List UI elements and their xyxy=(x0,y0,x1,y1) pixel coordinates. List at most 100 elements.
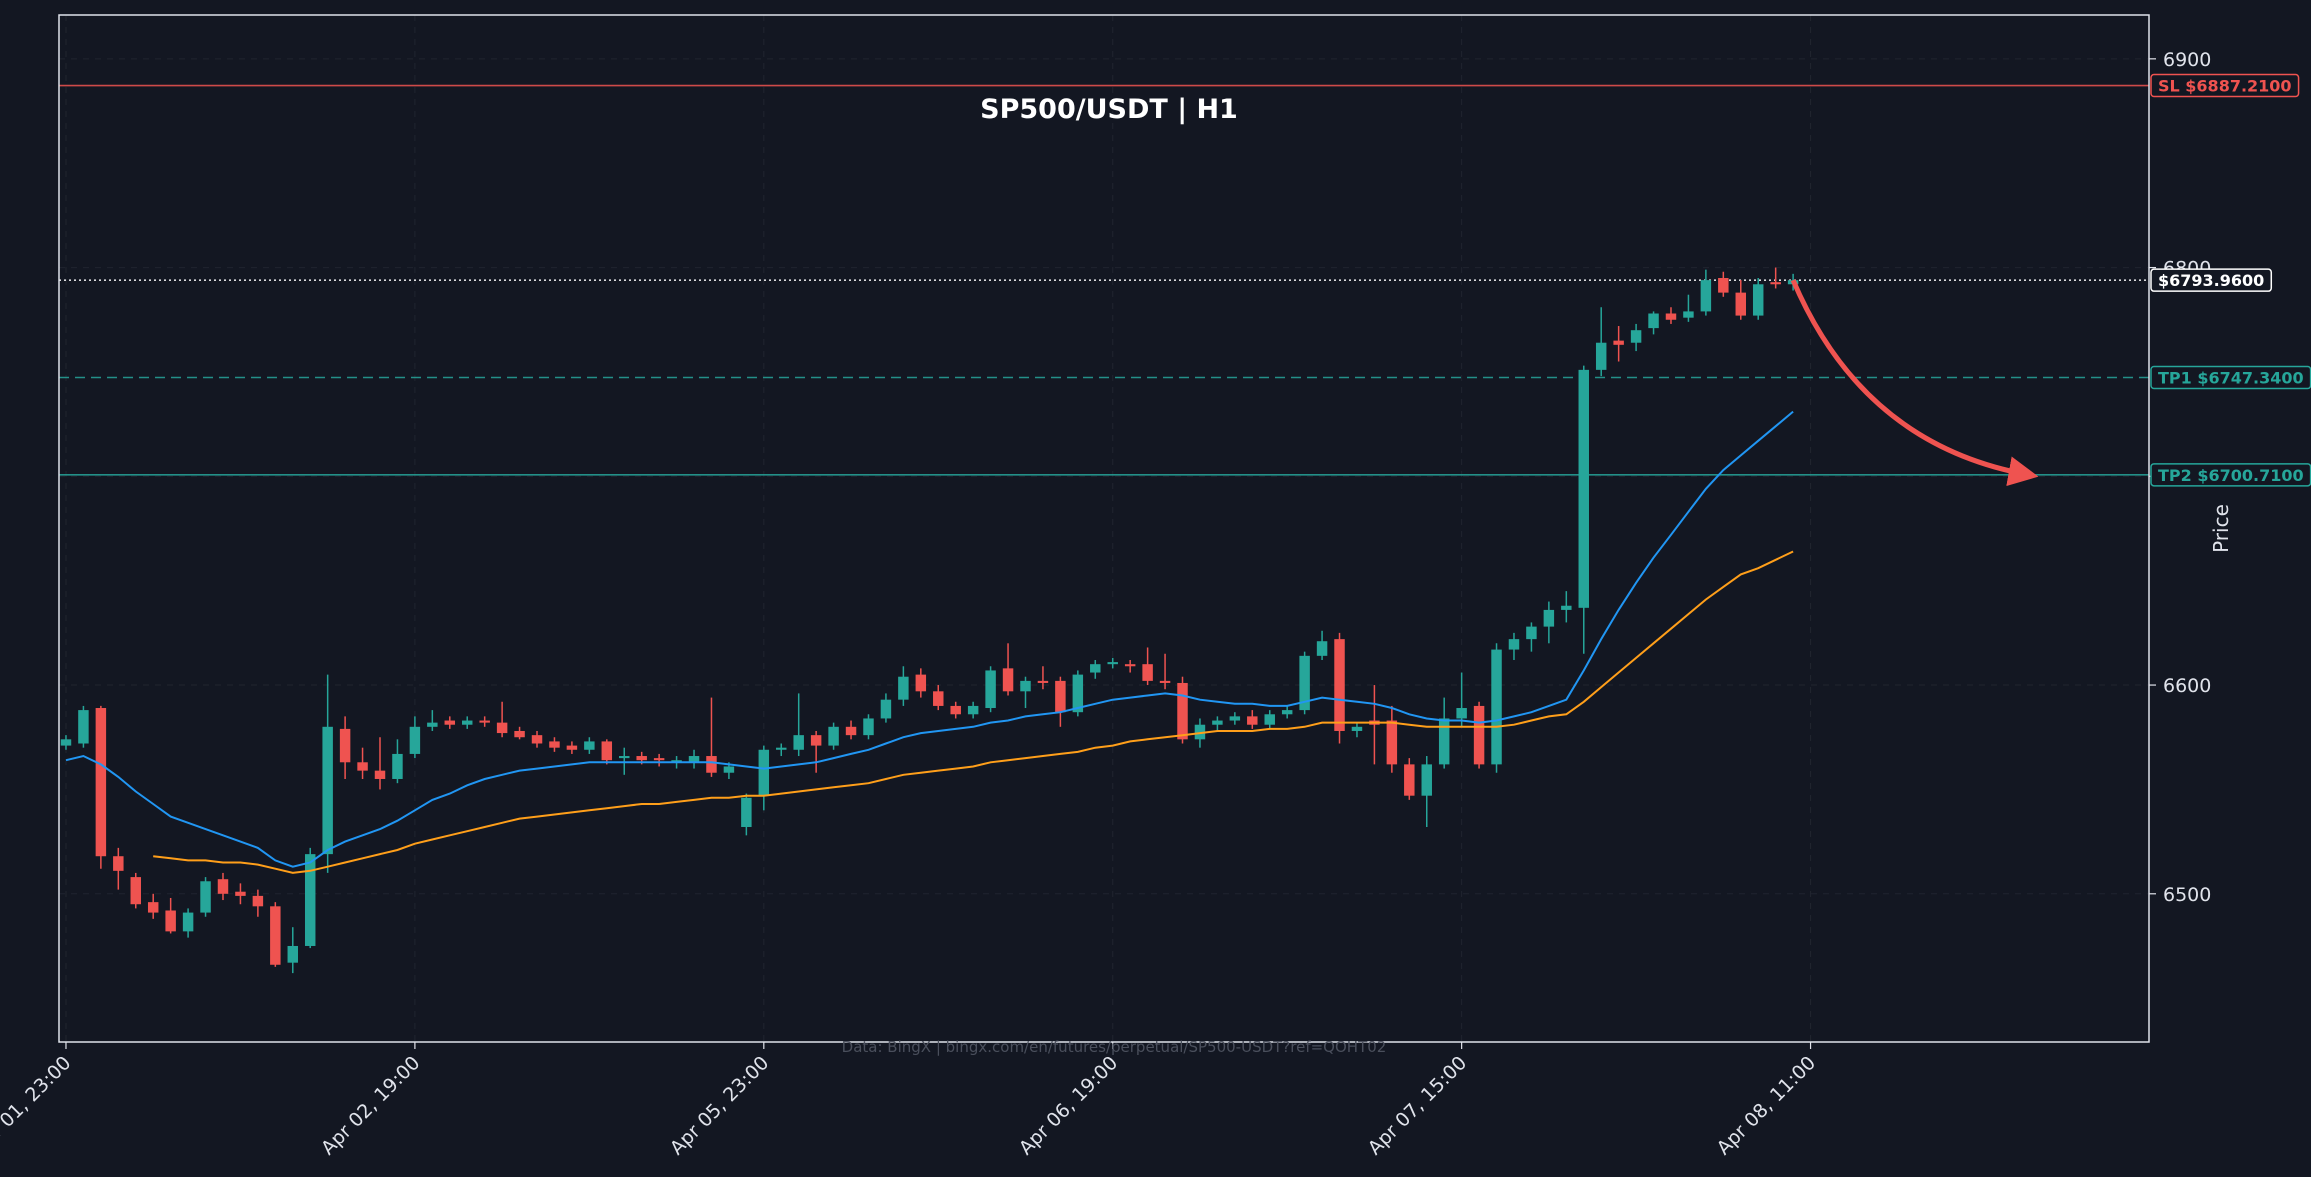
candle-body xyxy=(1334,639,1345,731)
candle-body xyxy=(200,881,211,913)
candle-body xyxy=(1316,641,1328,656)
candle-body xyxy=(182,912,194,932)
candle-body xyxy=(1456,708,1467,719)
candle-body xyxy=(845,726,857,736)
candle-body xyxy=(1595,342,1607,370)
candle-body xyxy=(1386,720,1398,765)
candle-body xyxy=(1543,609,1555,627)
y-axis-label: Price xyxy=(2209,504,2233,553)
candle-body xyxy=(427,722,438,727)
candle-body xyxy=(706,756,717,773)
candle-body xyxy=(950,705,961,715)
candle-body xyxy=(444,720,456,725)
candle-body xyxy=(1020,680,1031,692)
candle-body xyxy=(688,756,700,763)
candle-body xyxy=(1735,292,1747,316)
candle-body xyxy=(1212,720,1223,725)
candle-body xyxy=(1491,649,1502,765)
candle-body xyxy=(1770,282,1781,285)
candle-body xyxy=(374,770,386,779)
level-label: SL $6887.2100 xyxy=(2158,77,2292,96)
candle-body xyxy=(165,910,176,932)
candle-body xyxy=(1752,284,1764,316)
candle-body xyxy=(60,739,72,746)
candle-body xyxy=(967,705,979,715)
candle-body xyxy=(1630,330,1642,343)
candle-body xyxy=(1526,626,1537,640)
candle-body xyxy=(1247,716,1258,725)
candle-body xyxy=(1421,764,1432,796)
candle-body xyxy=(1404,764,1415,796)
candle-body xyxy=(810,735,822,746)
plot-frame xyxy=(58,14,2150,1043)
candle-body xyxy=(566,745,578,750)
candle-body xyxy=(1665,313,1677,320)
candle-body xyxy=(1124,664,1136,667)
forecast-arrow xyxy=(1790,279,2039,487)
candle-body xyxy=(1107,662,1118,665)
candle-body xyxy=(653,758,665,761)
indicator-line xyxy=(65,410,1794,868)
candle-body xyxy=(1473,705,1485,765)
candle-body xyxy=(1281,710,1293,715)
candle-body xyxy=(304,854,316,946)
candle-body xyxy=(1194,724,1206,740)
level-label: $6793.9600 xyxy=(2158,271,2264,290)
candle-body xyxy=(723,766,735,773)
candle-body xyxy=(270,906,281,965)
candle-body xyxy=(1142,664,1153,681)
candle-body xyxy=(217,879,229,894)
candle-body xyxy=(1700,280,1712,312)
candle-body xyxy=(1177,682,1188,740)
candle-body xyxy=(1683,311,1694,318)
candle-body xyxy=(898,676,909,700)
candles xyxy=(60,267,1799,974)
candle-body xyxy=(1072,674,1084,713)
candle-body xyxy=(1578,369,1589,608)
level-label: TP1 $6747.3400 xyxy=(2158,368,2304,387)
candle-body xyxy=(95,708,107,857)
candle-body xyxy=(1264,714,1275,725)
y-tick-label: 6600 xyxy=(2163,675,2211,697)
level-label: TP2 $6700.7100 xyxy=(2158,466,2304,485)
candle-body xyxy=(339,728,351,763)
candle-body xyxy=(1090,664,1101,673)
candle-body xyxy=(776,747,787,750)
candle-body xyxy=(1718,278,1729,293)
candle-body xyxy=(531,735,543,744)
candle-body xyxy=(584,741,595,750)
candle-body xyxy=(1648,313,1659,329)
candle-body xyxy=(880,699,892,719)
level-label-box xyxy=(2150,73,2300,98)
candle-body xyxy=(1002,668,1014,692)
candle-body xyxy=(392,753,403,779)
candle-body xyxy=(252,895,264,907)
candle-body xyxy=(915,674,927,692)
candle-body xyxy=(1229,716,1241,721)
candle-body xyxy=(1508,639,1520,650)
chart-title: SP500/USDT | H1 xyxy=(980,94,1238,125)
candle-body xyxy=(758,749,770,796)
candle-body xyxy=(793,735,804,750)
candle-body xyxy=(863,718,874,736)
candle-body xyxy=(1055,680,1066,713)
candle-body xyxy=(514,730,525,738)
candle-body xyxy=(461,720,473,725)
candle-body xyxy=(357,762,368,771)
candle-body xyxy=(78,710,89,744)
candle-body xyxy=(287,945,299,963)
candle-body xyxy=(409,726,421,754)
candle-body xyxy=(235,891,246,896)
y-tick-label: 6900 xyxy=(2163,49,2211,71)
candle-body xyxy=(1159,680,1171,683)
candle-body xyxy=(496,722,508,734)
candle-body xyxy=(671,760,682,762)
candle-body xyxy=(1299,655,1310,711)
candle-body xyxy=(549,741,560,748)
candle-body xyxy=(147,902,159,913)
candle-body xyxy=(985,670,996,709)
candle-body xyxy=(828,726,839,746)
candle-body xyxy=(1561,605,1572,610)
